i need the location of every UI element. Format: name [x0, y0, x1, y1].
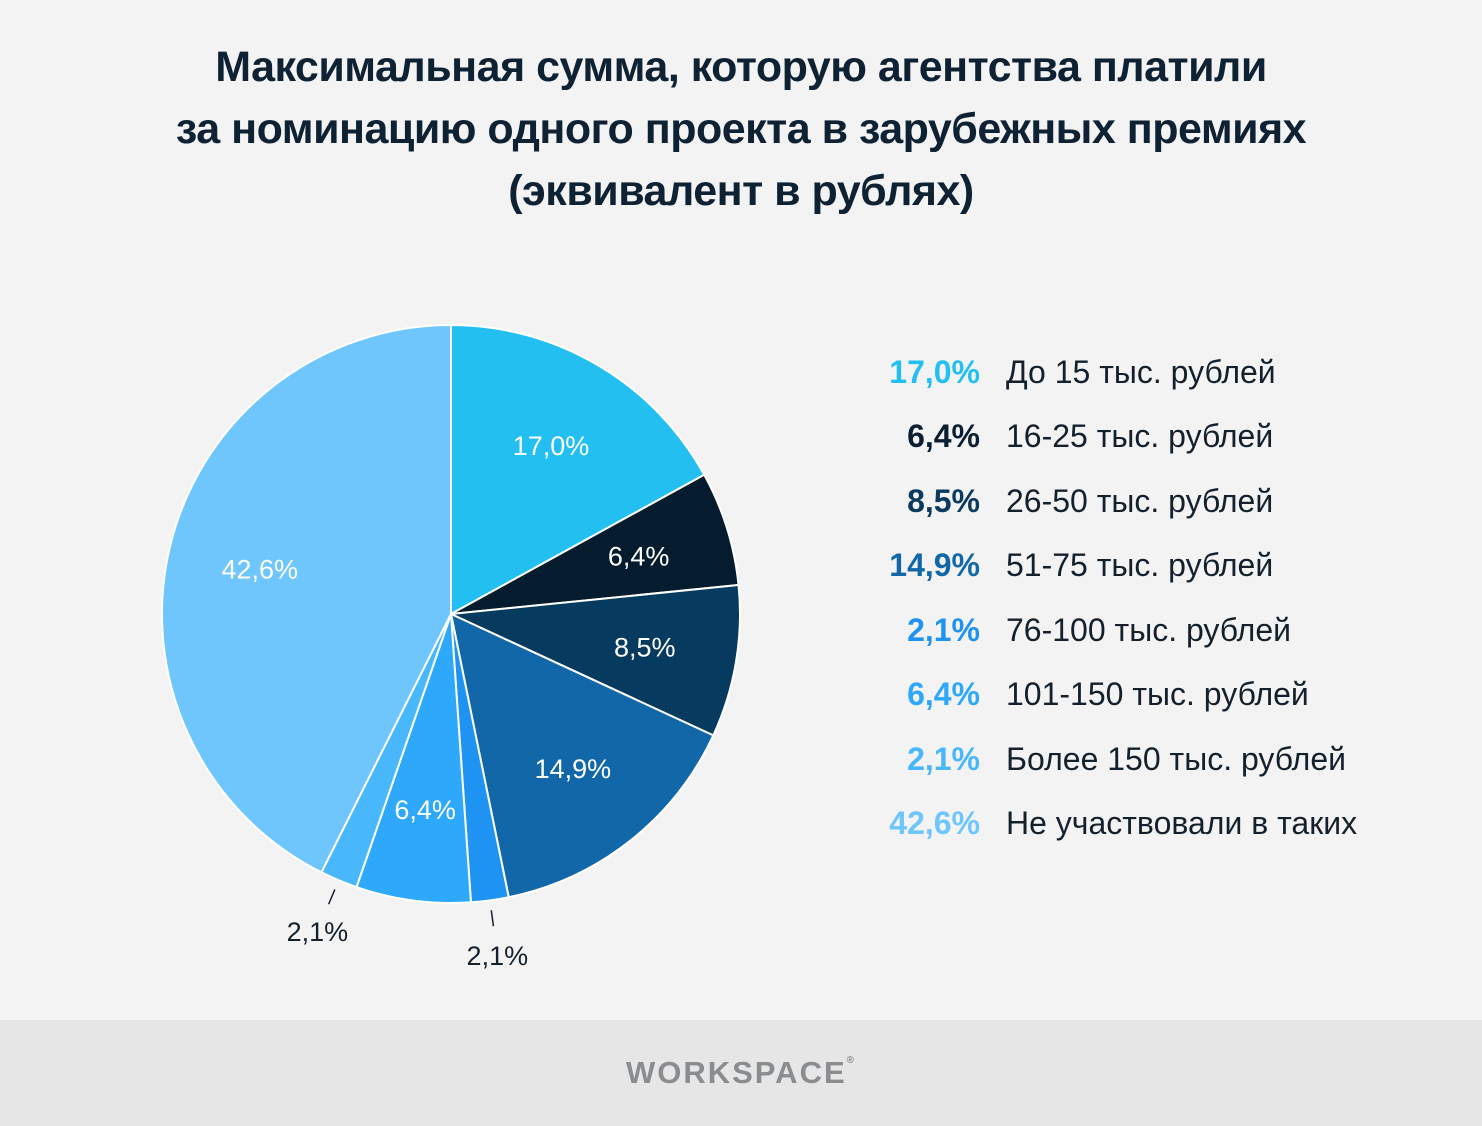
logo-mark: ® [846, 1055, 857, 1066]
legend: 17,0% До 15 тыс. рублей 6,4% 16-25 тыс. руб… [860, 340, 1460, 856]
pie-slice-51-75k [449, 612, 715, 899]
data-label-26-50k: 8,5% [614, 633, 676, 663]
legend-label: 16-25 тыс. рублей [1006, 418, 1274, 455]
leader-line-over-150k [327, 889, 336, 905]
legend-percent: 2,1% [907, 740, 980, 777]
legend-percent: 14,9% [889, 547, 980, 584]
chart-title-line-3: (эквивалент в рублях) [508, 167, 974, 215]
data-label-76-100k: 2,1% [467, 941, 529, 971]
chart-title-line-2: за номинацию одного проекта в зарубежных… [175, 105, 1307, 153]
legend-item-26-50k: 8,5% 26-50 тыс. рублей [860, 469, 1460, 534]
legend-percent: 42,6% [889, 805, 980, 842]
legend-item-over-150k: 2,1% Более 150 тыс. рублей [860, 727, 1460, 792]
data-label-101-150k: 6,4% [394, 795, 456, 825]
legend-item-101-150k: 6,4% 101-150 тыс. рублей [860, 663, 1460, 728]
logo-text: WORKSPACE [625, 1055, 847, 1090]
pie-slice-16-25k [450, 473, 740, 615]
legend-percent: 8,5% [907, 482, 980, 519]
legend-item-16-25k: 6,4% 16-25 тыс. рублей [860, 405, 1460, 470]
legend-label: 51-75 тыс. рублей [1006, 547, 1274, 584]
legend-label: Более 150 тыс. рублей [1006, 740, 1346, 777]
data-label-16-25k: 6,4% [608, 542, 670, 572]
footer [0, 1020, 1482, 1126]
pie-slice-did-not-participate [161, 323, 452, 874]
legend-percent: 2,1% [907, 611, 980, 648]
workspace-logo: WORKSPACE® [0, 1055, 1482, 1091]
chart-title: Максимальная сумма, которую агентства пл… [0, 36, 1482, 222]
legend-label: Не участвовали в таких [1006, 805, 1358, 842]
legend-item-76-100k: 2,1% 76-100 тыс. рублей [860, 598, 1460, 663]
legend-item-up-to-15k: 17,0% До 15 тыс. рублей [860, 340, 1460, 405]
data-label-did-not-participate: 42,6% [221, 555, 298, 585]
pie-slice-101-150k [355, 613, 473, 904]
legend-percent: 6,4% [907, 418, 980, 455]
data-label-over-150k: 2,1% [287, 917, 349, 947]
pie-slice-26-50k [447, 583, 741, 737]
data-label-up-to-15k: 17,0% [513, 431, 590, 461]
legend-percent: 17,0% [889, 353, 980, 390]
legend-item-51-75k: 14,9% 51-75 тыс. рублей [860, 534, 1460, 599]
data-label-51-75k: 14,9% [535, 754, 612, 784]
legend-label: 76-100 тыс. рублей [1006, 611, 1291, 648]
legend-item-did-not-participate: 42,6% Не участвовали в таких [860, 792, 1460, 857]
chart-title-line-1: Максимальная сумма, которую агентства пл… [215, 43, 1267, 91]
legend-label: 101-150 тыс. рублей [1006, 676, 1309, 713]
legend-percent: 6,4% [907, 676, 980, 713]
legend-label: До 15 тыс. рублей [1006, 353, 1276, 390]
leader-line-76-100k [490, 910, 495, 927]
legend-label: 26-50 тыс. рублей [1006, 482, 1274, 519]
pie-slice-up-to-15k [450, 323, 706, 616]
